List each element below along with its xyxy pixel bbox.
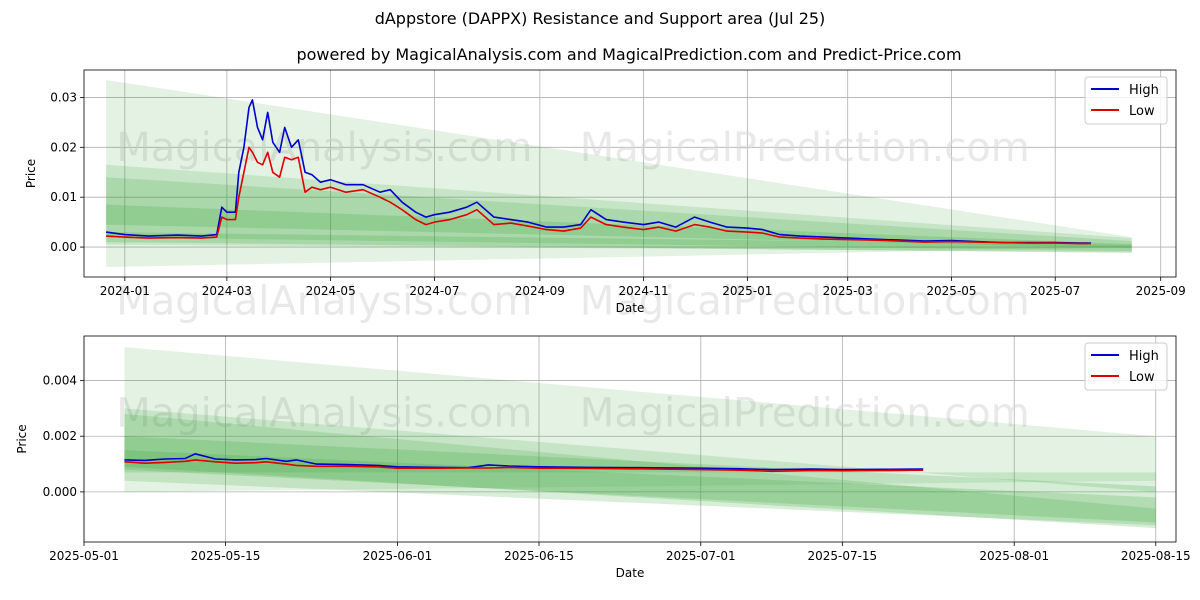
y-tick-label: 0.02 (50, 140, 77, 154)
y-axis-label: Price (15, 424, 29, 453)
y-tick-label: 0.000 (43, 485, 77, 499)
x-tick-label: 2025-08-01 (979, 549, 1049, 563)
chart-title: dAppstore (DAPPX) Resistance and Support… (374, 9, 826, 28)
x-tick-label: 2024-03 (202, 284, 252, 298)
support-resistance-bands (106, 79, 1132, 268)
y-tick-label: 0.03 (50, 90, 77, 104)
x-tick-label: 2025-08-15 (1121, 549, 1191, 563)
band-area (106, 164, 1132, 253)
y-tick-label: 0.004 (43, 374, 77, 388)
x-tick-label: 2025-05-15 (191, 549, 261, 563)
y-tick-label: 0.01 (50, 190, 77, 204)
x-tick-label: 2024-11 (619, 284, 669, 298)
x-tick-label: 2025-07-15 (807, 549, 877, 563)
x-axis-label: Date (616, 301, 645, 315)
x-tick-label: 2024-07 (409, 284, 459, 298)
band-area (124, 347, 1156, 492)
x-tick-label: 2025-09 (1136, 284, 1186, 298)
x-tick-label: 2024-05 (306, 284, 356, 298)
plot-frame (83, 69, 1177, 278)
watermark-text: MagicalAnalysis.com (116, 391, 532, 437)
watermark-text: MagicalAnalysis.com (116, 278, 532, 324)
band-area (124, 450, 1156, 529)
y-tick-label: 0.002 (43, 429, 77, 443)
x-tick-label: 2024-09 (515, 284, 565, 298)
series-line-high (124, 452, 924, 471)
series-lines (105, 99, 1091, 245)
x-tick-label: 2025-07-01 (666, 549, 736, 563)
x-tick-label: 2025-07 (1030, 284, 1080, 298)
x-tick-label: 2024-01 (100, 284, 150, 298)
x-tick-label: 2025-01 (722, 284, 772, 298)
watermark-text: MagicalPrediction.com (580, 391, 1030, 437)
legend-label-low: Low (1129, 104, 1155, 119)
x-tick-label: 2025-03 (823, 284, 873, 298)
band-area (124, 413, 1156, 526)
series-line-low (124, 459, 924, 473)
watermark-text: MagicalPrediction.com (580, 278, 1030, 324)
band-area (124, 408, 1156, 492)
plot-1: MagicalAnalysis.com MagicalPrediction.com… (24, 69, 1186, 324)
x-tick-label: 2025-05-01 (49, 549, 119, 563)
series-line-low (106, 146, 1091, 245)
legend-label-high: High (1129, 83, 1159, 98)
y-tick-label: 0.00 (50, 240, 77, 254)
series-lines (124, 452, 924, 473)
legend-label-high: High (1129, 349, 1159, 364)
series-line-high (105, 99, 1091, 244)
x-tick-label: 2025-06-01 (363, 549, 433, 563)
watermark-text: MagicalPrediction.com (580, 125, 1030, 171)
y-axis-label: Price (24, 159, 38, 188)
watermark-text: MagicalAnalysis.com (116, 125, 532, 171)
legend-label-low: Low (1129, 370, 1155, 385)
x-axis-label: Date (616, 566, 645, 580)
band-area (106, 232, 1132, 254)
band-area (124, 436, 1156, 523)
band-area (106, 79, 1132, 268)
x-tick-label: 2025-05 (926, 284, 976, 298)
band-area (106, 177, 1132, 252)
chart-subtitle: powered by MagicalAnalysis.com and Magic… (296, 45, 962, 64)
x-tick-label: 2025-06-15 (504, 549, 574, 563)
plot-2: MagicalAnalysis.com MagicalPrediction.com… (15, 335, 1191, 580)
plot-frame (83, 335, 1177, 543)
support-resistance-bands (124, 347, 1156, 529)
